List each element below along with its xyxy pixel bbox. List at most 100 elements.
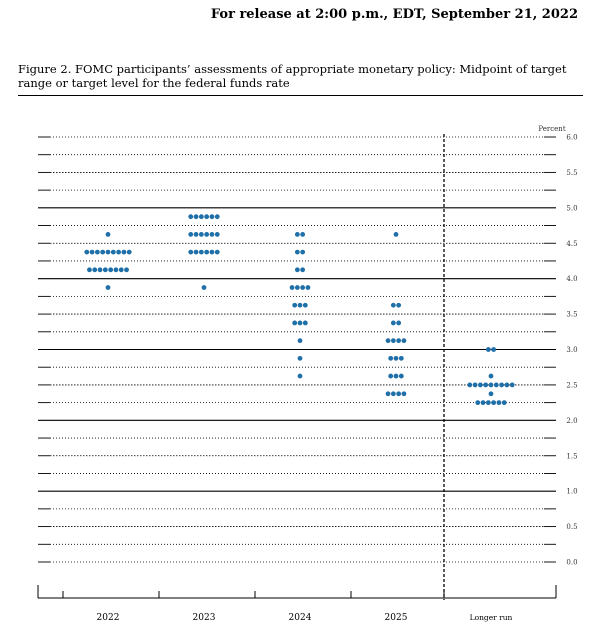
participant-dot [214, 231, 220, 237]
participant-dot [401, 338, 407, 344]
participant-dot [102, 267, 108, 273]
release-date: For release at 2:00 p.m., EDT, September… [210, 7, 578, 22]
participant-dot [204, 214, 210, 220]
participant-dot [92, 267, 98, 273]
participant-dot [396, 391, 402, 397]
participant-dot [300, 267, 306, 273]
y-tick-label: 0.5 [566, 523, 577, 531]
participant-dot [204, 249, 210, 255]
participant-dot [509, 382, 515, 388]
participant-dot [393, 231, 399, 237]
participant-dot [396, 320, 402, 326]
participant-dot [472, 382, 478, 388]
y-tick-label: 5.0 [566, 204, 577, 212]
participant-dot [493, 382, 499, 388]
participant-dot [193, 231, 199, 237]
participant-dot [390, 320, 396, 326]
participant-dot [485, 347, 491, 352]
y-tick-label: 4.5 [566, 240, 577, 248]
participant-dot [488, 391, 494, 397]
y-tick-label: 4.0 [566, 275, 577, 283]
participant-dot [84, 249, 90, 255]
participant-dot [95, 249, 100, 255]
participant-dot [396, 338, 402, 344]
participant-dot [390, 302, 396, 308]
participant-dot [121, 249, 127, 255]
x-category-label: 2025 [385, 613, 408, 623]
participant-dot [396, 302, 402, 308]
participant-dot [488, 382, 494, 388]
participant-dot [188, 214, 194, 220]
participant-dot [294, 249, 300, 255]
participant-dot [209, 249, 215, 255]
participant-dot [97, 267, 103, 273]
participant-dot [302, 302, 308, 308]
participant-dot [496, 400, 502, 406]
caption-rule [18, 95, 583, 96]
participant-dot [292, 302, 298, 308]
participant-dot [475, 400, 481, 406]
y-tick-label: 0.0 [566, 559, 577, 567]
participant-dot [480, 400, 486, 406]
participant-dot [398, 373, 404, 379]
participant-dot [483, 382, 489, 388]
participant-dot [214, 249, 220, 255]
participant-dot [100, 249, 106, 255]
participant-dot [297, 338, 303, 344]
participant-dot [297, 302, 303, 308]
participant-dot [297, 320, 303, 326]
participant-dot [297, 373, 303, 379]
participant-dot [89, 249, 95, 255]
y-tick-label: 5.5 [566, 169, 577, 177]
y-tick-label: 1.0 [566, 488, 577, 496]
y-tick-label: 2.0 [566, 417, 577, 425]
participant-dot [488, 373, 494, 379]
participant-dot [390, 391, 396, 397]
participant-dot [188, 249, 194, 255]
participant-dot [204, 231, 210, 237]
participant-dot [108, 267, 114, 273]
y-tick-label: 6.0 [566, 134, 577, 142]
participant-dot [116, 249, 121, 255]
participant-dot [113, 267, 119, 273]
participant-dot [499, 382, 504, 388]
participant-dot [126, 249, 132, 255]
participant-dot [385, 338, 391, 344]
participant-dot [209, 231, 215, 237]
participant-dot [188, 231, 194, 237]
y-axis-label: Percent [538, 125, 565, 133]
x-category-label: Longer run [470, 613, 513, 622]
y-tick-label: 1.5 [566, 452, 577, 460]
participant-dot [201, 285, 207, 290]
participant-dot [209, 214, 215, 220]
figure-caption: Figure 2. FOMC participants’ assessments… [18, 62, 567, 90]
x-category-label: 2022 [97, 613, 120, 623]
participant-dot [393, 355, 399, 361]
participant-dot [300, 249, 306, 255]
participant-dot [294, 267, 300, 273]
participant-dot [105, 231, 111, 237]
participant-dot [294, 285, 300, 290]
y-tick-label: 2.5 [566, 381, 577, 389]
participant-dot [110, 249, 116, 255]
participant-dot [388, 373, 394, 379]
participant-dot [292, 320, 298, 326]
participant-dot [297, 355, 303, 361]
participant-dot [193, 249, 199, 255]
participant-dot [300, 231, 306, 237]
participant-dot [198, 249, 204, 255]
participant-dot [124, 267, 129, 273]
participant-dot [390, 338, 396, 344]
participant-dot [289, 285, 295, 290]
participant-dot [294, 231, 300, 237]
participant-dot [398, 355, 404, 361]
participant-dot [118, 267, 124, 273]
participant-dot [214, 214, 220, 220]
participant-dot [501, 400, 507, 406]
participant-dot [485, 400, 491, 406]
participant-dot [105, 249, 111, 255]
y-tick-label: 3.5 [566, 311, 577, 319]
participant-dot [302, 320, 308, 326]
participant-dot [385, 391, 391, 397]
participant-dot [504, 382, 510, 388]
